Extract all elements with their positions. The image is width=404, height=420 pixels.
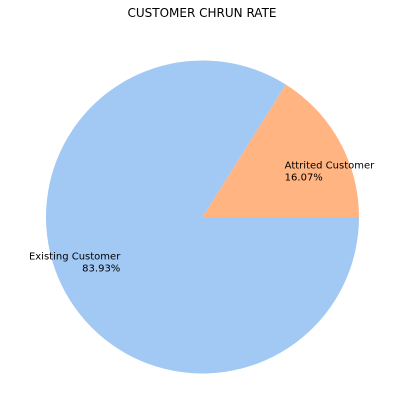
pie-slice-attrited-customer (202, 84, 359, 217)
chart-title: CUSTOMER CHRUN RATE (128, 6, 277, 20)
slice-percent-label: 16.07% (285, 173, 323, 184)
slice-percent-label: 83.93% (82, 263, 120, 274)
pie-slices (46, 60, 359, 374)
pie-slice-existing-customer (46, 60, 359, 374)
slice-label: Attrited Customer (285, 161, 375, 172)
slice-label: Existing Customer (29, 251, 121, 262)
